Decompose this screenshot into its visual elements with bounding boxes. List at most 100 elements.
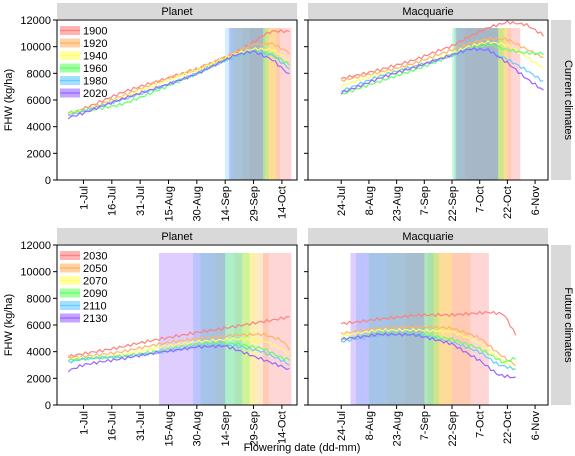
panel-title: Planet (161, 231, 192, 243)
x-tick-label: 30-Aug (192, 186, 204, 221)
chart-text: Planet 0 2000 4000 6000 8000 10000 12000 1-Jul 16… (3, 6, 574, 454)
panel-title: Macquarie (402, 231, 453, 243)
window-band-2030 (428, 253, 489, 405)
x-tick-label: 7-Sep (419, 186, 431, 215)
x-tick-label: 23-Aug (391, 411, 403, 446)
panel-strip (308, 3, 548, 19)
x-tick-label: 29-Sep (248, 186, 260, 221)
panel-frames (53, 3, 571, 409)
series-line-2070 (340, 327, 516, 370)
series-line-2020 (340, 46, 544, 95)
series-line-2030 (340, 310, 517, 336)
x-tick-label: 7-Sep (419, 411, 431, 440)
x-tick-label: 7-Oct (475, 186, 487, 213)
row-label: Future climates (562, 287, 574, 363)
legend-label-2070: 2070 (83, 276, 107, 288)
legend-label-2090: 2090 (83, 288, 107, 300)
x-tick-label: 24-Jul (336, 411, 348, 441)
x-tick-label: 1-Jul (78, 411, 90, 435)
x-tick-label: 29-Sep (248, 411, 260, 446)
legend-label-1980: 1980 (83, 76, 107, 88)
legend-label-2030: 2030 (83, 251, 107, 263)
x-tick-label: 22-Sep (447, 186, 459, 221)
x-tick-label: 15-Aug (163, 411, 175, 446)
y-tick-label: 4000 (27, 122, 51, 134)
window-band-2090 (200, 253, 250, 405)
y-tick-label: 2000 (27, 373, 51, 385)
x-tick-label: 8-Aug (364, 186, 376, 215)
y-tick-label: 12000 (20, 15, 51, 27)
series-lines (67, 20, 544, 379)
legend-label-2130: 2130 (83, 313, 107, 325)
legend-label-1940: 1940 (83, 51, 107, 63)
y-tick-label: 6000 (27, 320, 51, 332)
x-tick-label: 30-Aug (192, 411, 204, 446)
series-line-2030 (67, 315, 290, 359)
panel-strip (57, 3, 297, 19)
y-tick-label: 0 (45, 175, 51, 187)
x-tick-label: 6-Nov (530, 411, 542, 441)
x-tick-label: 24-Jul (336, 186, 348, 216)
legend-label-1920: 1920 (83, 38, 107, 50)
y-axis-title: FHW (kg/ha) (3, 69, 15, 131)
series-line-2020 (67, 50, 290, 120)
x-tick-label: 14-Oct (277, 411, 289, 444)
y-tick-label: 0 (45, 400, 51, 412)
y-tick-label: 10000 (20, 267, 51, 279)
window-band-2050 (405, 253, 471, 405)
y-tick-label: 4000 (27, 347, 51, 359)
y-tick-label: 10000 (20, 42, 51, 54)
series-line-1960 (341, 43, 544, 95)
x-tick-label: 7-Oct (475, 411, 487, 438)
x-tick-label: 16-Jul (107, 186, 119, 216)
x-tick-label: 16-Jul (107, 411, 119, 441)
legend-label-2050: 2050 (83, 263, 107, 275)
y-tick-label: 8000 (27, 293, 51, 305)
x-tick-label: 1-Jul (78, 186, 90, 210)
x-tick-label: 14-Sep (220, 186, 232, 221)
panel-title: Planet (161, 6, 192, 18)
series-line-2050 (340, 324, 517, 367)
panel-strip (57, 228, 297, 244)
panel-strip (308, 228, 548, 244)
y-tick-label: 6000 (27, 95, 51, 107)
x-tick-label: 14-Oct (277, 186, 289, 219)
series-line-2110 (67, 343, 290, 366)
series-line-2130 (340, 332, 516, 379)
y-tick-label: 2000 (27, 148, 51, 160)
legend-label-1900: 1900 (83, 26, 107, 38)
y-tick-label: 8000 (27, 68, 51, 80)
x-tick-label: 31-Jul (135, 411, 147, 441)
legend-label-2020: 2020 (83, 88, 107, 100)
window-band-2050 (234, 253, 269, 405)
x-tick-label: 22-Oct (502, 186, 514, 219)
series-line-2130 (67, 344, 290, 373)
x-tick-label: 23-Aug (391, 186, 403, 221)
window-band-2030 (262, 253, 292, 405)
row-strip (551, 245, 571, 405)
series-line-1960 (67, 49, 290, 115)
x-tick-label: 15-Aug (163, 186, 175, 221)
x-axis-title: Flowering date (dd-mm) (244, 442, 361, 454)
window-band-1940 (455, 28, 508, 180)
panel-title: Macquarie (402, 6, 453, 18)
x-tick-label: 22-Sep (447, 411, 459, 446)
row-label: Current climates (562, 60, 574, 141)
series-line-2050 (67, 332, 290, 359)
row-strip (551, 20, 571, 180)
x-tick-label: 8-Aug (364, 411, 376, 440)
y-tick-label: 12000 (20, 240, 51, 252)
x-tick-label: 22-Oct (502, 411, 514, 444)
series-line-1940 (340, 39, 544, 88)
window-band-2130 (159, 253, 226, 405)
x-tick-label: 31-Jul (135, 186, 147, 216)
x-tick-label: 14-Sep (220, 411, 232, 446)
x-tick-label: 6-Nov (530, 186, 542, 216)
series-line-2110 (341, 331, 516, 371)
legend-label-2110: 2110 (83, 301, 107, 313)
legend-label-1960: 1960 (83, 63, 107, 75)
window-band-1920 (457, 28, 512, 180)
series-line-1920 (340, 36, 544, 83)
y-axis-title: FHW (kg/ha) (3, 294, 15, 356)
